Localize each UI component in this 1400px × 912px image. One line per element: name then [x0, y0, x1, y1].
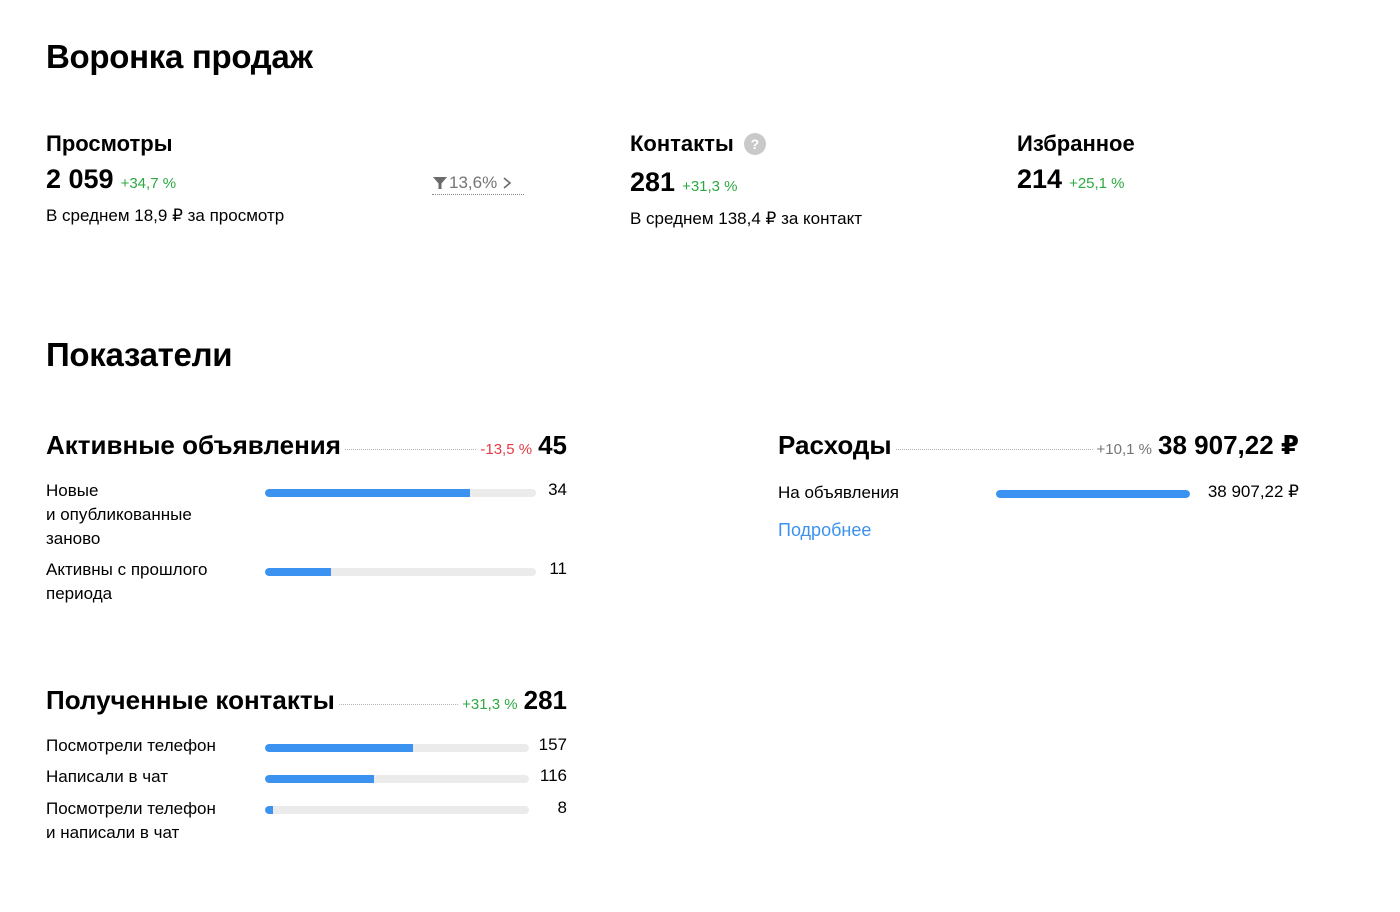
- funnel-title: Воронка продаж: [46, 38, 313, 75]
- contacts-label: Контакты: [630, 131, 734, 156]
- favorites-value: 214: [1017, 164, 1063, 194]
- expenses-header: Расходы +10,1 % 38 907,22 ₽: [778, 430, 1299, 461]
- row-value: 8: [557, 798, 567, 817]
- progress-fill: [265, 806, 273, 814]
- row-label: Активны с прошлого периода: [46, 560, 208, 603]
- expenses-delta: +10,1 %: [1096, 441, 1153, 458]
- progress-bar: [265, 568, 536, 576]
- row-label: Посмотрели телефон и написали в чат: [46, 799, 216, 842]
- active-ads-value: 45: [538, 430, 567, 460]
- received-contacts-header: Полученные контакты +31,3 % 281: [46, 685, 567, 716]
- indicators-title: Показатели: [46, 336, 233, 373]
- progress-fill: [996, 490, 1190, 498]
- views-label: Просмотры: [46, 131, 173, 156]
- row-label: На объявления: [778, 483, 900, 502]
- progress-fill: [265, 489, 470, 497]
- row-label: Посмотрели телефон: [46, 736, 216, 755]
- chevron-right-icon: [502, 175, 512, 191]
- active-ads-delta: -13,5 %: [480, 441, 533, 458]
- received-contacts-delta: +31,3 %: [462, 696, 518, 713]
- views-value-group: 2 059 +34,7 %: [46, 164, 176, 195]
- favorites-value-group: 214 +25,1 %: [1017, 164, 1125, 195]
- contacts-row-phone-and-chat: Посмотрели телефон и написали в чат: [46, 797, 216, 845]
- views-delta: +34,7 %: [120, 175, 177, 192]
- help-icon[interactable]: ?: [743, 133, 766, 155]
- favorites-delta: +25,1 %: [1069, 175, 1125, 192]
- progress-fill: [265, 568, 332, 576]
- active-ads-header: Активные объявления -13,5 % 45: [46, 430, 567, 461]
- active-ads-row-previous: Активны с прошлого периода: [46, 558, 207, 606]
- expenses-title: Расходы: [778, 430, 892, 460]
- views-value: 2 059: [46, 164, 114, 194]
- row-value: 38 907,22 ₽: [1207, 482, 1299, 501]
- progress-bar: [265, 775, 529, 783]
- dotted-leader: [338, 704, 459, 705]
- progress-bar: [265, 489, 536, 497]
- expenses-row-ads: На объявления: [778, 481, 899, 505]
- contacts-row-chat: Написали в чат: [46, 765, 168, 789]
- row-value: 34: [548, 480, 567, 499]
- details-link[interactable]: Подробнее: [778, 520, 872, 540]
- expenses-value: 38 907,22 ₽: [1158, 430, 1299, 460]
- row-value: 157: [538, 735, 567, 754]
- views-conversion-button[interactable]: 13,6%: [432, 171, 524, 195]
- active-ads-row-new: Новые и опубликованные заново: [46, 479, 192, 551]
- progress-bar: [265, 744, 529, 752]
- contacts-label-group: Контакты ?: [630, 131, 766, 157]
- contacts-row-phone: Посмотрели телефон: [46, 734, 216, 758]
- contacts-value: 281: [630, 167, 676, 197]
- row-value: 116: [539, 766, 567, 785]
- dotted-leader: [895, 449, 1093, 450]
- favorites-label: Избранное: [1017, 131, 1135, 156]
- row-value: 11: [549, 559, 567, 578]
- received-contacts-value: 281: [523, 685, 567, 715]
- contacts-average: В среднем 138,4 ₽ за контакт: [630, 209, 862, 228]
- progress-bar: [996, 490, 1190, 498]
- received-contacts-title: Полученные контакты: [46, 685, 335, 715]
- contacts-delta: +31,3 %: [682, 178, 738, 195]
- active-ads-title: Активные объявления: [46, 430, 341, 460]
- row-label: Написали в чат: [46, 767, 169, 786]
- contacts-value-group: 281 +31,3 %: [630, 167, 738, 198]
- views-average: В среднем 18,9 ₽ за просмотр: [46, 206, 285, 225]
- progress-fill: [265, 775, 375, 783]
- row-label: Новые и опубликованные заново: [46, 481, 192, 548]
- dotted-leader: [344, 449, 477, 450]
- views-conversion-value: 13,6%: [449, 172, 498, 192]
- progress-fill: [265, 744, 413, 752]
- filter-icon: [432, 175, 448, 191]
- progress-bar: [265, 806, 529, 814]
